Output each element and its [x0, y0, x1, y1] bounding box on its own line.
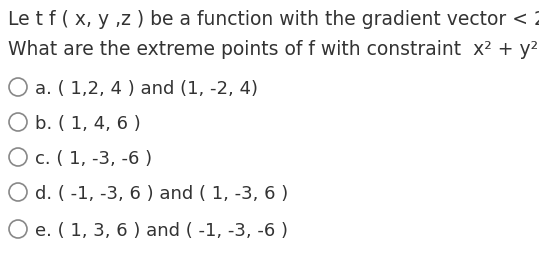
Text: What are the extreme points of f with constraint  x² + y² +z² = 46 ?: What are the extreme points of f with co… [8, 40, 539, 59]
Text: Le t f ( x, y ,z ) be a function with the gradient vector < 2, 6, 12 >.: Le t f ( x, y ,z ) be a function with th… [8, 10, 539, 29]
Text: e. ( 1, 3, 6 ) and ( -1, -3, -6 ): e. ( 1, 3, 6 ) and ( -1, -3, -6 ) [35, 222, 288, 240]
Text: a. ( 1,2, 4 ) and (1, -2, 4): a. ( 1,2, 4 ) and (1, -2, 4) [35, 80, 258, 98]
Text: d. ( -1, -3, 6 ) and ( 1, -3, 6 ): d. ( -1, -3, 6 ) and ( 1, -3, 6 ) [35, 185, 288, 203]
Text: b. ( 1, 4, 6 ): b. ( 1, 4, 6 ) [35, 115, 141, 133]
Text: c. ( 1, -3, -6 ): c. ( 1, -3, -6 ) [35, 150, 152, 168]
